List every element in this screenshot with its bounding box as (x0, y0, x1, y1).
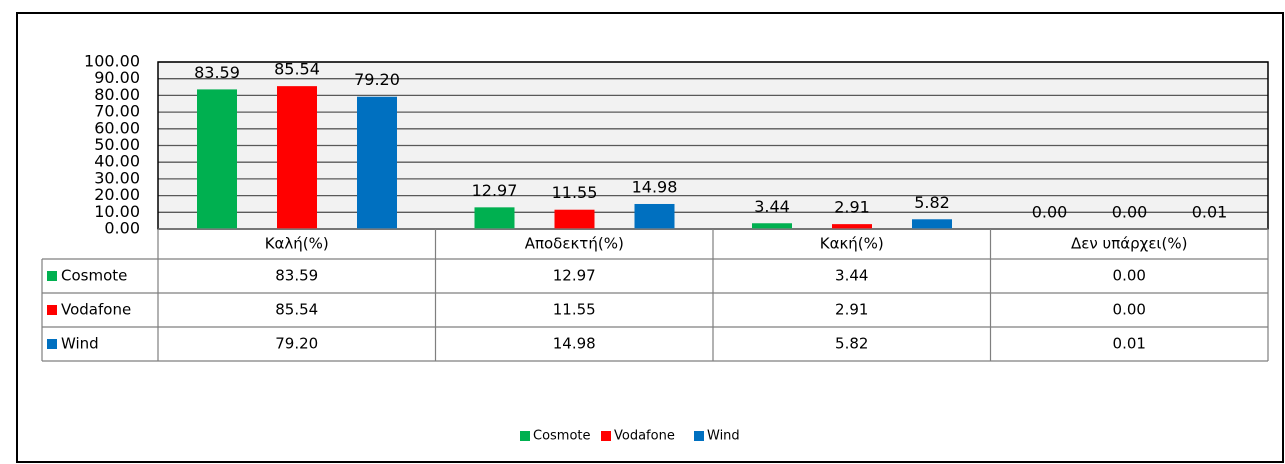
y-tick-label: 10.00 (94, 202, 140, 221)
y-tick-label: 60.00 (94, 118, 140, 137)
data-label: 11.55 (552, 183, 598, 202)
data-label: 12.97 (472, 181, 518, 200)
bar (832, 224, 872, 229)
table-cell: 85.54 (275, 301, 318, 319)
legend-key (520, 431, 530, 441)
y-tick-label: 100.00 (84, 52, 140, 71)
table-cell: 2.91 (835, 301, 868, 319)
y-tick-label: 20.00 (94, 185, 140, 204)
x-tick-label: Κακή(%) (820, 235, 884, 253)
data-label: 83.59 (194, 63, 240, 82)
table-cell: 5.82 (835, 335, 868, 353)
y-tick-label: 80.00 (94, 85, 140, 104)
y-tick-label: 50.00 (94, 135, 140, 154)
data-label: 3.44 (754, 197, 790, 216)
table-row-label: Wind (61, 335, 99, 353)
table-cell: 11.55 (553, 301, 596, 319)
data-label: 5.82 (914, 193, 950, 212)
legend-key (694, 431, 704, 441)
bar (357, 96, 397, 230)
table-cell: 14.98 (553, 335, 596, 353)
x-tick-label: Δεν υπάρχει(%) (1071, 235, 1187, 253)
data-label: 85.54 (274, 60, 320, 79)
data-label: 2.91 (834, 198, 870, 217)
data-label: 14.98 (632, 177, 678, 196)
table-cell: 0.00 (1113, 301, 1146, 319)
table-row-label: Vodafone (61, 301, 131, 319)
table-cell: 0.01 (1113, 335, 1146, 353)
table-cell: 12.97 (553, 267, 596, 285)
bar (197, 89, 237, 230)
bar (554, 209, 595, 229)
bar (474, 207, 515, 229)
table-legend-key (47, 339, 57, 349)
data-label: 0.00 (1112, 203, 1148, 222)
table-legend-key (47, 271, 57, 281)
bar (752, 223, 792, 229)
x-tick-label: Καλή(%) (265, 235, 329, 253)
bar (634, 203, 675, 229)
legend-label: Vodafone (614, 429, 675, 444)
legend-label: Cosmote (533, 429, 591, 444)
table-legend-key (47, 305, 57, 315)
table-cell: 3.44 (835, 267, 868, 285)
data-label: 0.00 (1032, 203, 1068, 222)
y-tick-label: 70.00 (94, 102, 140, 121)
table-cell: 79.20 (275, 335, 318, 353)
bar (277, 86, 317, 230)
bar (912, 219, 952, 229)
table-cell: 0.00 (1113, 267, 1146, 285)
table-cell: 83.59 (275, 267, 318, 285)
data-label: 79.20 (354, 70, 400, 89)
y-tick-label: 90.00 (94, 68, 140, 87)
legend-label: Wind (707, 429, 740, 444)
data-label: 0.01 (1192, 202, 1228, 221)
legend-key (601, 431, 611, 441)
y-tick-label: 40.00 (94, 152, 140, 171)
table-row-label: Cosmote (61, 267, 127, 285)
y-tick-label: 0.00 (104, 219, 140, 238)
y-tick-label: 30.00 (94, 168, 140, 187)
x-tick-label: Αποδεκτή(%) (525, 235, 624, 253)
